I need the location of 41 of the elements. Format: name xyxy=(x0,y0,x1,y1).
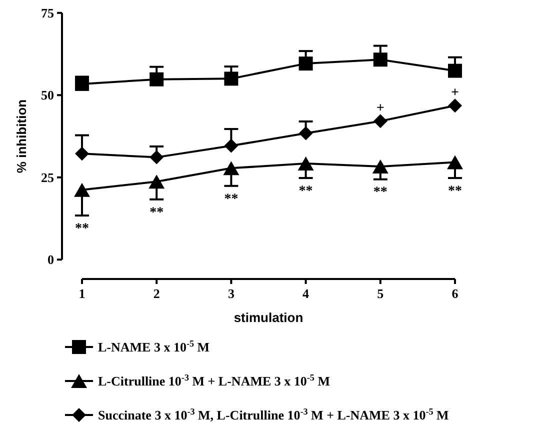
point xyxy=(150,150,164,164)
y-tick-label: 50 xyxy=(41,88,54,103)
annotation: + xyxy=(451,86,460,101)
x-tick-label: 6 xyxy=(452,286,459,301)
point xyxy=(373,114,388,128)
x-tick-label: 3 xyxy=(228,286,235,301)
point xyxy=(150,72,164,86)
x-tick-label: 2 xyxy=(153,286,160,301)
x-tick-label: 1 xyxy=(78,286,86,301)
point xyxy=(448,64,462,78)
point xyxy=(298,56,313,71)
annotation: ** xyxy=(373,185,388,200)
point xyxy=(224,72,238,86)
annotation: ** xyxy=(75,221,89,236)
annotation: + xyxy=(376,101,384,116)
point xyxy=(373,52,388,67)
point xyxy=(74,182,90,197)
x-tick-label: 5 xyxy=(377,286,384,301)
point xyxy=(298,126,313,140)
point xyxy=(298,156,314,171)
point xyxy=(223,161,240,176)
annotation: ** xyxy=(298,184,313,199)
point xyxy=(75,146,89,161)
y-axis-title: % inhibition xyxy=(14,99,29,174)
y-tick-label: 75 xyxy=(41,5,54,20)
point xyxy=(372,160,388,174)
point xyxy=(148,174,165,189)
point xyxy=(75,76,89,91)
y-tick-label: 25 xyxy=(41,170,54,185)
annotation: ** xyxy=(224,192,238,207)
x-axis-title: stimulation xyxy=(234,310,304,325)
y-tick-label: 0 xyxy=(48,252,54,268)
annotation: ** xyxy=(448,184,462,199)
point xyxy=(224,138,238,153)
x-tick-label: 4 xyxy=(302,286,310,301)
legend-label: L-Citrulline 10$^{-3}$ M + L-NAME 3 x 10$^{-5}$ M xyxy=(98,372,330,389)
point xyxy=(448,98,462,113)
point xyxy=(447,155,463,170)
legend-label: L-NAME 3 x 10$^{-5}$ M xyxy=(98,338,210,355)
legend-label: Succinate 3 x 10$^{-3}$ M, L-Citrulline 10$^{-3}$ M + L-NAME 3 x 10$^{-5}$ M xyxy=(98,406,449,422)
annotation: ** xyxy=(150,205,164,220)
